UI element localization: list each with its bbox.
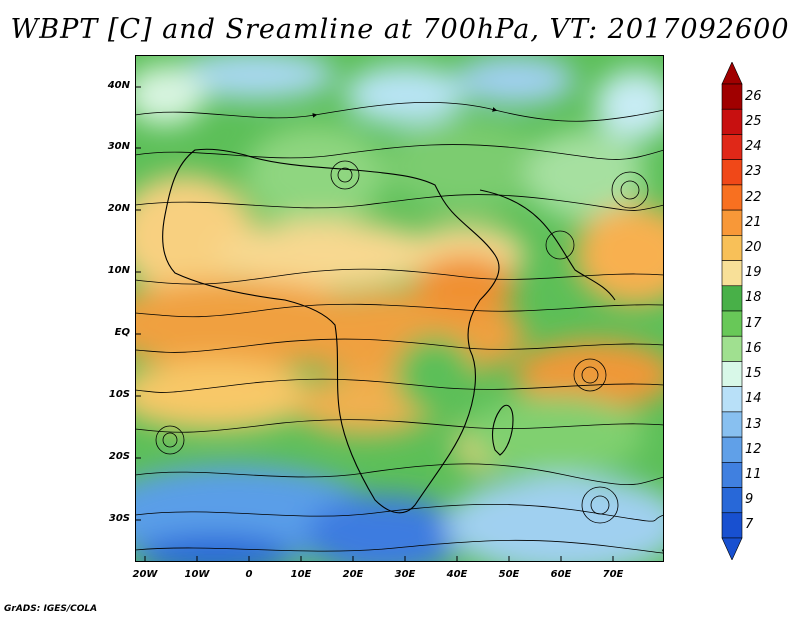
colorbar-label: 23 xyxy=(745,164,762,180)
lon-label-10e: 10E xyxy=(290,569,312,580)
colorbar-label: 11 xyxy=(745,466,762,482)
colorbar-swatch xyxy=(721,209,743,236)
colorbar-label: 22 xyxy=(745,189,762,205)
colorbar-bottom-arrow xyxy=(721,537,743,560)
lon-label-50e: 50E xyxy=(498,569,520,580)
lat-label-30n: 30N xyxy=(107,141,130,152)
lat-label-20n: 20N xyxy=(107,203,130,214)
colorbar-label: 17 xyxy=(745,315,762,331)
lat-label-10s: 10S xyxy=(108,389,130,400)
colorbar-swatch xyxy=(721,411,743,438)
map-frame xyxy=(135,55,664,562)
colorbar-swatch xyxy=(721,134,743,160)
colorbar-swatch xyxy=(721,361,743,387)
colorbar-swatch xyxy=(721,159,743,186)
colorbar-swatch xyxy=(721,184,743,211)
axis-ticks xyxy=(135,86,614,562)
lon-label-60e: 60E xyxy=(550,569,572,580)
colorbar-label: 21 xyxy=(745,214,762,230)
colorbar-swatch xyxy=(721,260,743,287)
lon-label-30e: 30E xyxy=(394,569,416,580)
colorbar-label: 7 xyxy=(745,517,754,533)
lon-label-40e: 40E xyxy=(446,569,468,580)
colorbar-label: 13 xyxy=(745,416,762,432)
lat-label-10n: 10N xyxy=(107,265,130,276)
colorbar-swatch xyxy=(721,335,743,362)
coastlines xyxy=(162,148,616,514)
colorbar-label: 25 xyxy=(745,113,762,129)
colorbar-label: 18 xyxy=(745,290,762,306)
colorbar-swatch xyxy=(721,310,743,337)
wbpt-field xyxy=(135,55,664,562)
colorbar-swatch xyxy=(721,386,743,413)
colorbar-label: 12 xyxy=(745,441,762,457)
map-plot xyxy=(135,55,664,562)
lon-label-10w: 10W xyxy=(184,569,210,580)
grads-credit: GrADS: IGES/COLA xyxy=(4,604,98,614)
colorbar-swatch xyxy=(721,235,743,261)
colorbar xyxy=(721,62,743,560)
lon-label-0: 0 xyxy=(245,569,253,580)
colorbar-label: 16 xyxy=(745,340,762,356)
colorbar-swatch xyxy=(721,285,743,312)
colorbar-label: 24 xyxy=(745,139,762,155)
lon-label-20e: 20E xyxy=(342,569,364,580)
colorbar-label: 19 xyxy=(745,265,762,281)
streamlines xyxy=(135,101,664,554)
colorbar-swatch xyxy=(721,436,743,463)
lat-label-20s: 20S xyxy=(108,451,130,462)
chart-title: WBPT [C] and Sreamline at 700hPa, VT: 20… xyxy=(10,14,790,45)
colorbar-label: 9 xyxy=(745,492,754,508)
colorbar-top-arrow xyxy=(721,62,743,85)
lat-label-30s: 30S xyxy=(108,513,130,524)
colorbar-swatch xyxy=(721,487,743,514)
colorbar-swatch xyxy=(721,462,743,488)
lat-label-40n: 40N xyxy=(107,80,130,91)
colorbar-label: 15 xyxy=(745,366,762,382)
lat-label-eq: EQ xyxy=(114,327,130,338)
colorbar-swatch xyxy=(721,108,743,135)
lon-label-70e: 70E xyxy=(602,569,624,580)
colorbar-swatch xyxy=(721,512,743,539)
lon-label-20w: 20W xyxy=(132,569,158,580)
colorbar-label: 26 xyxy=(745,88,762,104)
colorbar-label: 20 xyxy=(745,239,762,255)
colorbar-swatch xyxy=(721,83,743,110)
colorbar-label: 14 xyxy=(745,391,762,407)
